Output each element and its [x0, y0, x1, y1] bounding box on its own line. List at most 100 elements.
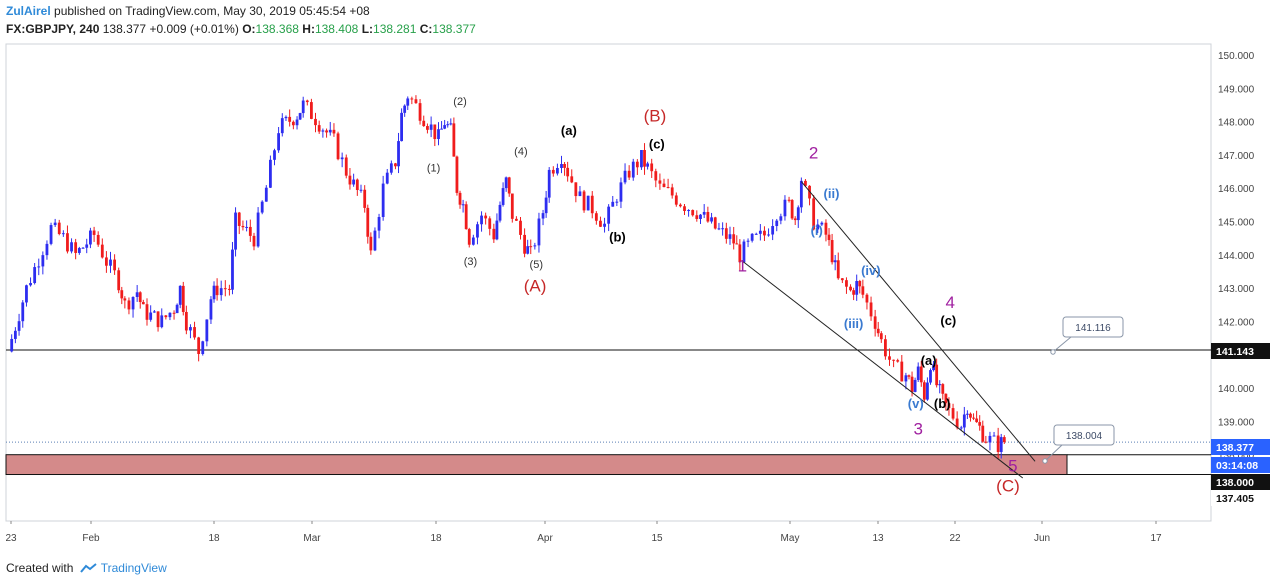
- candle-body: [228, 288, 231, 290]
- candle-body: [184, 311, 188, 331]
- candle-body: [85, 244, 89, 248]
- callout-pointer: [1044, 444, 1063, 462]
- candle-body: [699, 214, 702, 219]
- x-tick-label: 17: [1150, 533, 1162, 544]
- y-tick-label: 138.000: [1218, 451, 1255, 462]
- candle-body: [861, 286, 865, 295]
- candle-body: [89, 230, 92, 245]
- candle-body: [301, 100, 305, 114]
- candle-body: [70, 242, 73, 252]
- price-label-box: [1211, 490, 1270, 506]
- candle-body: [433, 124, 437, 140]
- candle-body: [288, 116, 292, 122]
- x-tick-label: 18: [208, 533, 220, 544]
- candle-body: [775, 220, 779, 227]
- candle-body: [578, 191, 582, 197]
- candle-body: [717, 228, 721, 230]
- candle-body: [999, 437, 1003, 452]
- candle-body: [599, 220, 602, 227]
- y-tick-label: 142.000: [1218, 317, 1255, 328]
- x-tick-label: Mar: [303, 533, 321, 544]
- support-zone[interactable]: [5, 454, 1068, 476]
- candle-body: [321, 130, 325, 132]
- author-name[interactable]: ZulAirel: [6, 4, 51, 18]
- candle-body: [406, 98, 410, 106]
- x-tick-label: 23: [5, 533, 17, 544]
- price-label: 141.143: [1216, 346, 1254, 358]
- candle-body: [852, 290, 856, 295]
- candle-body: [635, 161, 639, 168]
- candle-body: [120, 290, 124, 299]
- upper-trendline[interactable]: [800, 181, 1036, 462]
- candle-body: [201, 341, 205, 355]
- price-callout[interactable]: [1062, 316, 1124, 338]
- candle-body: [135, 292, 139, 298]
- candle-body: [913, 379, 917, 392]
- wave-label: 4: [945, 293, 954, 312]
- candle-body: [873, 316, 877, 329]
- candle-body: [295, 119, 299, 126]
- candle-body: [787, 199, 791, 201]
- candle-body: [209, 299, 213, 320]
- candle-body: [168, 312, 172, 318]
- candle-body: [590, 195, 594, 214]
- candle-body: [373, 230, 377, 251]
- wave-label: (3): [464, 256, 477, 268]
- candle-body: [631, 161, 635, 178]
- open-value: 138.368: [255, 22, 299, 36]
- candle-body: [833, 260, 837, 263]
- candle-body: [507, 177, 511, 194]
- x-tick-label: 18: [430, 533, 442, 544]
- candle-body: [66, 233, 69, 252]
- candle-body: [650, 163, 654, 172]
- candle-body: [480, 215, 483, 225]
- candle-body: [732, 234, 736, 244]
- candle-body: [156, 311, 160, 328]
- candle-body: [13, 330, 17, 339]
- y-tick-label: 150.000: [1218, 51, 1255, 62]
- candle-body: [869, 302, 873, 317]
- candle-body: [742, 241, 746, 263]
- candle-body: [541, 213, 545, 219]
- candle-body: [403, 105, 407, 113]
- candle-body: [127, 300, 131, 310]
- candle-body: [611, 201, 615, 207]
- candle-body: [81, 247, 85, 249]
- wave-label: (4): [514, 146, 527, 158]
- tradingview-brand[interactable]: TradingView: [100, 561, 167, 575]
- candle-body: [45, 243, 49, 256]
- candle-body: [687, 210, 690, 212]
- wave-label: (5): [530, 259, 543, 271]
- candle-body: [695, 215, 699, 219]
- candle-body: [256, 212, 260, 247]
- candle-body: [523, 234, 526, 254]
- price-callout-text: 141.116: [1075, 323, 1111, 334]
- candle-body: [123, 298, 127, 301]
- plot-area: [5, 43, 1212, 522]
- wave-label: (iv): [861, 263, 881, 278]
- price-callout[interactable]: [1053, 424, 1115, 446]
- candle-body: [10, 338, 14, 352]
- candle-body: [935, 364, 939, 386]
- created-with-text: Created with: [6, 561, 74, 575]
- candle-body: [422, 120, 426, 127]
- candle-body: [241, 225, 245, 228]
- candle-body: [845, 280, 848, 287]
- candle-body: [607, 206, 611, 224]
- candle-body: [820, 222, 824, 225]
- candle-body: [429, 124, 433, 130]
- candle-body: [332, 129, 336, 134]
- candle-body: [53, 222, 57, 226]
- candle-body: [615, 201, 619, 203]
- candle-body: [941, 384, 945, 394]
- lower-trendline[interactable]: [742, 261, 1024, 479]
- candle-body: [37, 266, 41, 268]
- candle-body: [674, 195, 678, 205]
- candle-body: [164, 315, 168, 318]
- wave-label: (i): [811, 223, 823, 238]
- candle-body: [348, 175, 352, 185]
- candle-body: [526, 246, 530, 254]
- candle-body: [280, 118, 284, 134]
